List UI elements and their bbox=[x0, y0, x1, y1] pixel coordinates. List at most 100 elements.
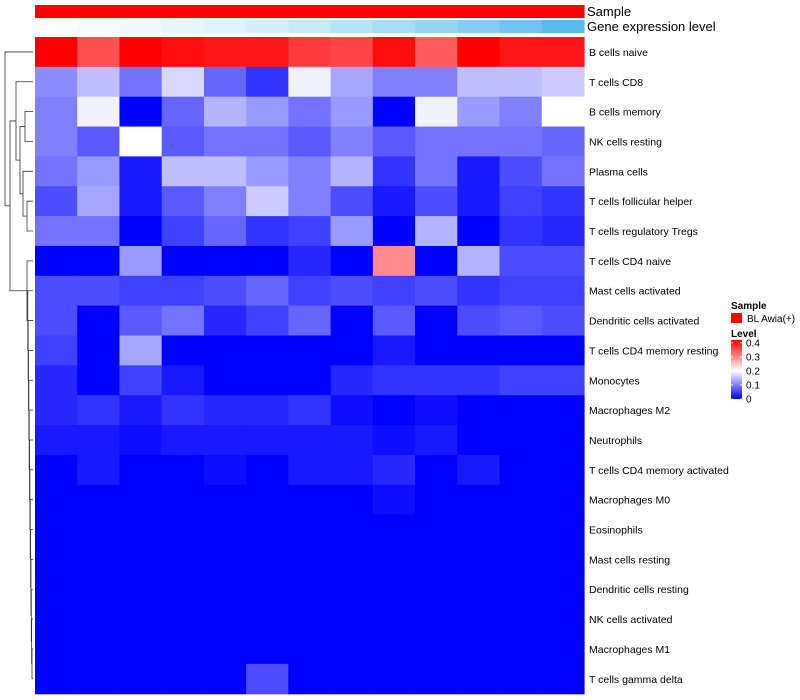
annotation-cell bbox=[161, 20, 205, 33]
row-dendrogram bbox=[4, 51, 33, 680]
heatmap-cell bbox=[203, 395, 247, 426]
heatmap-cell bbox=[161, 514, 205, 546]
annotation-cell bbox=[77, 5, 121, 18]
heatmap-cell bbox=[203, 37, 247, 68]
heatmap-cell bbox=[372, 37, 416, 68]
heatmap-cell bbox=[35, 37, 78, 68]
heatmap-cell bbox=[288, 634, 332, 665]
heatmap-cell bbox=[457, 604, 501, 635]
annotation-track-label: Sample bbox=[587, 4, 631, 19]
heatmap-cell bbox=[203, 275, 247, 307]
heatmap-cell bbox=[77, 245, 121, 277]
heatmap-cell bbox=[288, 275, 332, 307]
heatmap-cell bbox=[35, 156, 78, 187]
heatmap-cell bbox=[77, 96, 121, 128]
row-label: Plasma cells bbox=[589, 166, 648, 178]
annotation-cell bbox=[499, 5, 543, 18]
annotation-cell bbox=[203, 5, 247, 18]
heatmap-cell bbox=[288, 305, 332, 337]
heatmap-cell bbox=[541, 544, 585, 575]
heatmap-cell bbox=[541, 335, 585, 366]
heatmap-cell bbox=[541, 604, 585, 635]
heatmap-cell bbox=[35, 514, 78, 546]
heatmap-cell bbox=[415, 245, 458, 277]
heatmap-cell bbox=[161, 634, 205, 665]
annotation-track-label: Gene expression level bbox=[587, 19, 716, 34]
heatmap-cell bbox=[330, 544, 374, 575]
heatmap-cell bbox=[77, 604, 121, 635]
heatmap-cell bbox=[499, 663, 543, 695]
heatmap-cell bbox=[77, 156, 121, 187]
heatmap-cell bbox=[77, 634, 121, 665]
heatmap-cell bbox=[541, 574, 585, 605]
heatmap-cell bbox=[372, 335, 416, 366]
heatmap-cell bbox=[246, 156, 289, 187]
heatmap-cell bbox=[161, 156, 205, 187]
heatmap-cell bbox=[541, 96, 585, 128]
heatmap-cell bbox=[35, 245, 78, 277]
heatmap-cell bbox=[330, 156, 374, 187]
dendrogram-branch bbox=[22, 170, 33, 217]
heatmap-cell bbox=[415, 186, 458, 217]
heatmap-cell bbox=[35, 574, 78, 605]
dendrogram-branch bbox=[4, 51, 33, 207]
heatmap-cell bbox=[330, 454, 374, 486]
heatmap-cell bbox=[161, 216, 205, 247]
heatmap-cell bbox=[288, 425, 332, 456]
heatmap-cell bbox=[415, 634, 458, 665]
heatmap-cell bbox=[499, 96, 543, 128]
legend-tick-label: 0.1 bbox=[746, 380, 760, 391]
heatmap-cell bbox=[457, 514, 501, 546]
heatmap-cell bbox=[499, 544, 543, 575]
heatmap-cell bbox=[457, 96, 501, 128]
heatmap-cell bbox=[541, 275, 585, 307]
heatmap-cell bbox=[415, 66, 458, 98]
row-label: Dendritic cells resting bbox=[589, 584, 689, 596]
heatmap-cell bbox=[415, 216, 458, 247]
annotation-cell bbox=[203, 20, 247, 33]
heatmap-cell bbox=[77, 514, 121, 546]
heatmap-cell bbox=[330, 216, 374, 247]
heatmap-cell bbox=[330, 37, 374, 68]
heatmap-cell bbox=[457, 663, 501, 695]
annotation-cell bbox=[119, 20, 163, 33]
row-label: T cells CD4 naive bbox=[589, 256, 671, 268]
heatmap-cell bbox=[203, 514, 247, 546]
dendrogram-branch bbox=[26, 200, 33, 232]
legend-sample-swatch bbox=[731, 313, 742, 323]
heatmap-cell bbox=[415, 275, 458, 307]
heatmap-cell bbox=[457, 335, 501, 366]
heatmap-cell bbox=[330, 335, 374, 366]
heatmap-cell bbox=[415, 96, 458, 128]
heatmap-cell bbox=[541, 126, 585, 157]
heatmap-cell bbox=[330, 484, 374, 516]
heatmap-cell bbox=[246, 634, 289, 665]
heatmap-cell bbox=[288, 484, 332, 516]
row-label: T cells CD8 bbox=[589, 77, 643, 89]
heatmap-cell bbox=[161, 66, 205, 98]
heatmap-cell bbox=[372, 216, 416, 247]
heatmap-cell bbox=[499, 514, 543, 546]
heatmap-cell bbox=[457, 365, 501, 396]
heatmap-cell bbox=[541, 365, 585, 396]
heatmap-cell bbox=[415, 425, 458, 456]
heatmap-cell bbox=[372, 186, 416, 217]
heatmap-cell bbox=[246, 544, 289, 575]
annotation-cell bbox=[119, 5, 163, 18]
dendrogram-branch bbox=[30, 529, 33, 588]
heatmap-cell bbox=[499, 216, 543, 247]
heatmap-cell bbox=[119, 425, 163, 456]
heatmap-cells bbox=[35, 37, 585, 695]
heatmap-cell bbox=[330, 395, 374, 426]
row-label: T cells CD4 memory resting bbox=[589, 345, 718, 357]
heatmap-cell bbox=[499, 245, 543, 277]
heatmap-cell bbox=[119, 514, 163, 546]
annotation-cell bbox=[246, 5, 289, 18]
heatmap-cell bbox=[161, 544, 205, 575]
heatmap-cell bbox=[203, 335, 247, 366]
legend-sample-title: Sample bbox=[731, 301, 767, 312]
heatmap-cell bbox=[288, 544, 332, 575]
heatmap-cell bbox=[119, 275, 163, 307]
heatmap-cell bbox=[541, 514, 585, 546]
